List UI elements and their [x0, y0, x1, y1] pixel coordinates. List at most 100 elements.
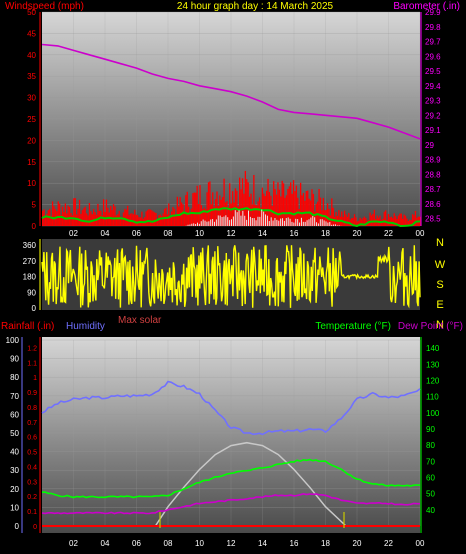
- wind-bar: [206, 192, 208, 226]
- wind-bar: [224, 202, 227, 226]
- wind-tick-label: 15: [27, 158, 36, 167]
- gust-bar: [210, 219, 212, 226]
- gust-bar: [189, 224, 191, 226]
- barometer-tick-label: 29.6: [425, 52, 441, 61]
- x-tick-label: 18: [321, 229, 330, 238]
- gust-bar: [325, 221, 327, 226]
- temperature-tick-label: 70: [426, 457, 435, 466]
- wind-bar: [385, 210, 387, 226]
- gust-bar: [323, 220, 325, 226]
- wind-bar: [136, 215, 139, 226]
- gust-bar: [208, 221, 210, 226]
- wind-bar: [247, 182, 249, 226]
- gust-bar: [246, 219, 248, 226]
- wind-bar: [60, 214, 62, 226]
- direction-tick-label: 270: [23, 257, 37, 266]
- gust-bar: [236, 212, 238, 226]
- wind-bar: [239, 177, 241, 226]
- wind-bar: [243, 193, 245, 226]
- wind-bar: [56, 211, 58, 226]
- temperature-tick-label: 100: [426, 409, 440, 418]
- wind-bar: [152, 211, 154, 226]
- gust-bar: [240, 215, 242, 226]
- rain-tick-label: 0.2: [27, 494, 37, 501]
- gust-bar: [248, 210, 250, 226]
- barometer-tick-label: 29.2: [425, 111, 441, 120]
- wind-bar: [44, 216, 47, 226]
- temperature-tick-label: 110: [426, 393, 439, 402]
- wind-tick-label: 40: [27, 51, 36, 60]
- wind-bar: [244, 170, 247, 226]
- x-tick-label: 02: [69, 229, 78, 238]
- wind-bar: [209, 181, 211, 226]
- wind-bar: [233, 202, 235, 226]
- wind-bar: [302, 192, 305, 226]
- gust-bar: [263, 211, 265, 226]
- x-tick-label: 14: [258, 539, 267, 548]
- wind-bar: [237, 206, 239, 226]
- wind-bar: [135, 214, 137, 226]
- gust-bar: [249, 216, 251, 226]
- gust-bar: [282, 218, 284, 226]
- x-tick-label: 00: [416, 229, 425, 238]
- wind-bar: [169, 217, 171, 226]
- wind-bar: [81, 210, 83, 226]
- wind-bar: [57, 201, 59, 226]
- rain-tick-label: 1: [33, 375, 37, 382]
- wind-bar: [379, 215, 381, 226]
- barometer-tick-label: 28.9: [425, 156, 441, 165]
- wind-bar: [182, 204, 184, 226]
- x-tick-label: 06: [132, 229, 141, 238]
- wind-bar: [365, 217, 367, 226]
- gust-bars: [185, 209, 342, 226]
- barometer-tick-label: 29.8: [425, 23, 441, 32]
- wind-bar: [158, 215, 160, 226]
- gust-bar: [310, 217, 312, 226]
- wind-bar: [359, 217, 361, 226]
- wind-average-line: [41, 207, 421, 228]
- wind-bar: [360, 219, 363, 226]
- wind-bar: [311, 189, 313, 226]
- wind-bar: [185, 195, 187, 226]
- gust-bar: [191, 223, 193, 226]
- wind-bar: [214, 199, 217, 226]
- wind-bar: [322, 197, 324, 226]
- wind-bar: [127, 205, 129, 226]
- rain-tick-label: 0.3: [27, 479, 37, 486]
- wind-bar: [84, 206, 86, 226]
- wind-bar: [332, 207, 334, 226]
- wind-bar: [47, 210, 49, 226]
- wind-bar: [173, 208, 176, 226]
- wind-bar: [46, 213, 48, 226]
- wind-bar: [335, 211, 337, 226]
- rain-tick-label: 0.9: [27, 390, 37, 397]
- wind-bar: [110, 206, 112, 226]
- wind-bar: [248, 196, 251, 226]
- gust-bar: [200, 221, 202, 226]
- wind-bar: [151, 210, 153, 226]
- humidity-tick-label: 90: [10, 355, 19, 364]
- gust-bar: [297, 219, 299, 226]
- wind-bar: [85, 213, 88, 226]
- wind-bar: [280, 196, 282, 226]
- wind-bar: [121, 217, 123, 226]
- gust-bar: [266, 215, 268, 226]
- gust-bar: [257, 216, 259, 226]
- gust-bar: [285, 218, 287, 226]
- direction-tick-label: 0: [32, 304, 37, 313]
- wind-tick-label: 0: [32, 222, 37, 231]
- wind-bar: [64, 203, 66, 226]
- wind-bar: [132, 214, 135, 226]
- compass-label: W: [435, 259, 446, 271]
- rain-tick-label: 0.4: [27, 464, 37, 471]
- gust-bar: [302, 221, 304, 226]
- gust-bar: [255, 220, 257, 226]
- x-tick-label: 16: [290, 229, 299, 238]
- wind-bar: [162, 213, 164, 226]
- barometer-tick-label: 28.5: [425, 215, 441, 224]
- wind-bar: [267, 178, 269, 226]
- wind-bar: [220, 199, 222, 226]
- wind-bar: [226, 201, 228, 226]
- gust-bar: [317, 223, 319, 226]
